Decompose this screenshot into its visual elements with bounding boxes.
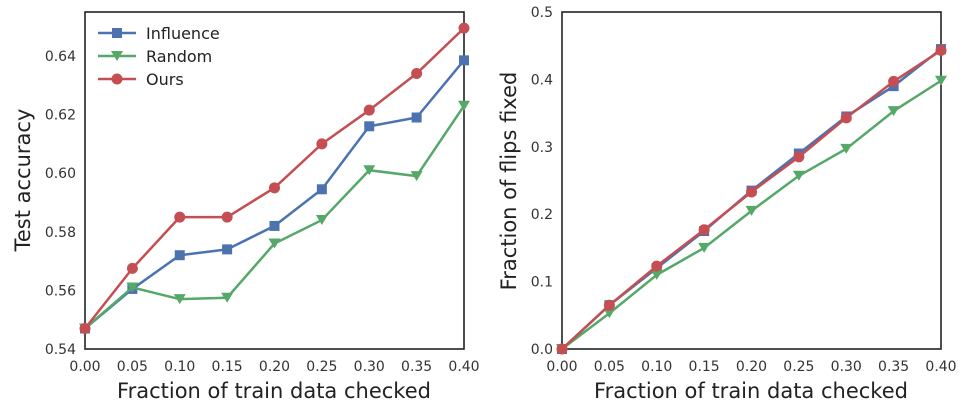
x-tick-label: 0.20 <box>736 359 767 375</box>
data-point-ours <box>411 68 423 80</box>
data-point-ours <box>221 211 233 223</box>
legend-marker-influence <box>112 28 122 38</box>
data-point-random <box>363 165 376 176</box>
x-ticks: 0.00 0.05 0.10 0.15 0.20 0.25 0.30 0.35 0.40 <box>69 359 479 375</box>
y-tick-label: 0.3 <box>531 140 553 156</box>
data-point-ours <box>935 44 947 56</box>
x-tick-label: 0.20 <box>259 359 290 375</box>
legend-entry-ours: Ours <box>98 70 184 89</box>
y-tick-label: 0.64 <box>45 49 76 65</box>
data-point-random <box>650 269 663 280</box>
data-point-influence <box>222 244 233 255</box>
plot-frame <box>84 11 465 350</box>
data-point-random <box>410 171 423 182</box>
series-layer <box>79 22 470 334</box>
y-axis-label: Test accuracy <box>11 109 35 253</box>
data-point-ours <box>651 260 663 272</box>
data-point-ours <box>698 224 710 236</box>
legend-entry-random: Random <box>98 47 212 66</box>
y-tick-label: 0.0 <box>531 342 553 358</box>
x-tick-label: 0.35 <box>401 359 432 375</box>
data-point-random <box>745 205 758 216</box>
x-tick-label: 0.35 <box>878 359 909 375</box>
data-point-ours <box>126 262 138 274</box>
test-accuracy-chart: 0.00 0.05 0.10 0.15 0.20 0.25 0.30 0.35 0.40 0.5… <box>11 11 480 403</box>
data-point-ours <box>174 211 186 223</box>
data-point-random <box>315 215 328 226</box>
legend-marker-random <box>111 51 123 61</box>
data-point-ours <box>603 299 615 311</box>
data-point-ours <box>793 151 805 163</box>
x-tick-label: 0.05 <box>594 359 625 375</box>
data-point-random <box>698 242 711 253</box>
y-axis-label: Fraction of flips fixed <box>497 72 521 291</box>
x-tick-label: 0.05 <box>117 359 148 375</box>
data-point-random <box>173 294 186 305</box>
data-point-ours <box>888 75 900 87</box>
data-point-random <box>603 308 616 319</box>
y-tick-label: 0.60 <box>45 166 76 182</box>
data-point-ours <box>316 138 328 150</box>
data-point-ours <box>840 112 852 124</box>
x-ticks: 0.00 0.05 0.10 0.15 0.20 0.25 0.30 0.35 0.40 <box>546 359 956 375</box>
data-point-influence <box>459 55 469 66</box>
data-point-random <box>126 282 139 293</box>
y-ticks: 0.0 0.1 0.2 0.3 0.4 0.5 <box>531 5 553 358</box>
y-tick-label: 0.62 <box>45 108 76 124</box>
y-ticks: 0.54 0.56 0.58 0.60 0.62 0.64 <box>45 49 76 358</box>
x-tick-label: 0.30 <box>354 359 385 375</box>
x-axis-label: Fraction of train data checked <box>117 379 431 403</box>
data-point-ours <box>363 104 375 116</box>
legend-label-ours: Ours <box>146 70 184 89</box>
series-line-influence <box>84 59 465 330</box>
data-point-influence <box>411 112 422 123</box>
data-point-ours <box>79 322 91 334</box>
data-point-random <box>887 106 900 117</box>
flips-fixed-chart: 0.00 0.05 0.10 0.15 0.20 0.25 0.30 0.35 0.40 0.0… <box>497 5 957 403</box>
x-tick-label: 0.15 <box>212 359 243 375</box>
x-tick-label: 0.40 <box>448 359 479 375</box>
x-tick-label: 0.30 <box>831 359 862 375</box>
x-tick-label: 0.15 <box>689 359 720 375</box>
data-point-ours <box>556 343 568 355</box>
x-tick-label: 0.25 <box>783 359 814 375</box>
data-point-influence <box>174 250 185 261</box>
data-point-influence <box>269 220 280 231</box>
data-point-ours <box>458 22 470 34</box>
data-point-random <box>935 75 947 86</box>
legend-marker-ours <box>111 73 123 85</box>
data-point-random <box>840 143 853 154</box>
series-line-random <box>84 105 466 330</box>
legend-entry-influence: Influence <box>98 24 220 43</box>
data-point-random <box>268 238 281 249</box>
data-point-ours <box>269 182 280 194</box>
data-point-ours <box>746 186 757 198</box>
legend-label-random: Random <box>146 47 212 66</box>
x-tick-label: 0.25 <box>306 359 337 375</box>
y-tick-label: 0.58 <box>45 225 76 241</box>
data-point-random <box>458 100 470 111</box>
data-point-random <box>221 292 234 303</box>
x-axis-label: Fraction of train data checked <box>594 379 908 403</box>
data-point-influence <box>364 121 375 132</box>
legend: Influence Random Ours <box>98 24 220 89</box>
y-tick-label: 0.5 <box>531 5 553 21</box>
plot-frame <box>561 11 942 350</box>
x-tick-label: 0.10 <box>641 359 672 375</box>
x-tick-label: 0.00 <box>546 359 577 375</box>
y-tick-label: 0.1 <box>531 275 553 291</box>
y-tick-label: 0.56 <box>45 283 76 299</box>
y-tick-label: 0.2 <box>531 207 553 223</box>
y-tick-label: 0.4 <box>531 72 553 88</box>
x-tick-label: 0.40 <box>925 359 956 375</box>
x-tick-label: 0.00 <box>69 359 100 375</box>
y-tick-label: 0.54 <box>45 342 76 358</box>
legend-label-influence: Influence <box>146 24 220 43</box>
x-tick-label: 0.10 <box>164 359 195 375</box>
series-layer <box>556 44 947 355</box>
data-point-influence <box>316 184 327 195</box>
data-point-random <box>792 170 805 181</box>
